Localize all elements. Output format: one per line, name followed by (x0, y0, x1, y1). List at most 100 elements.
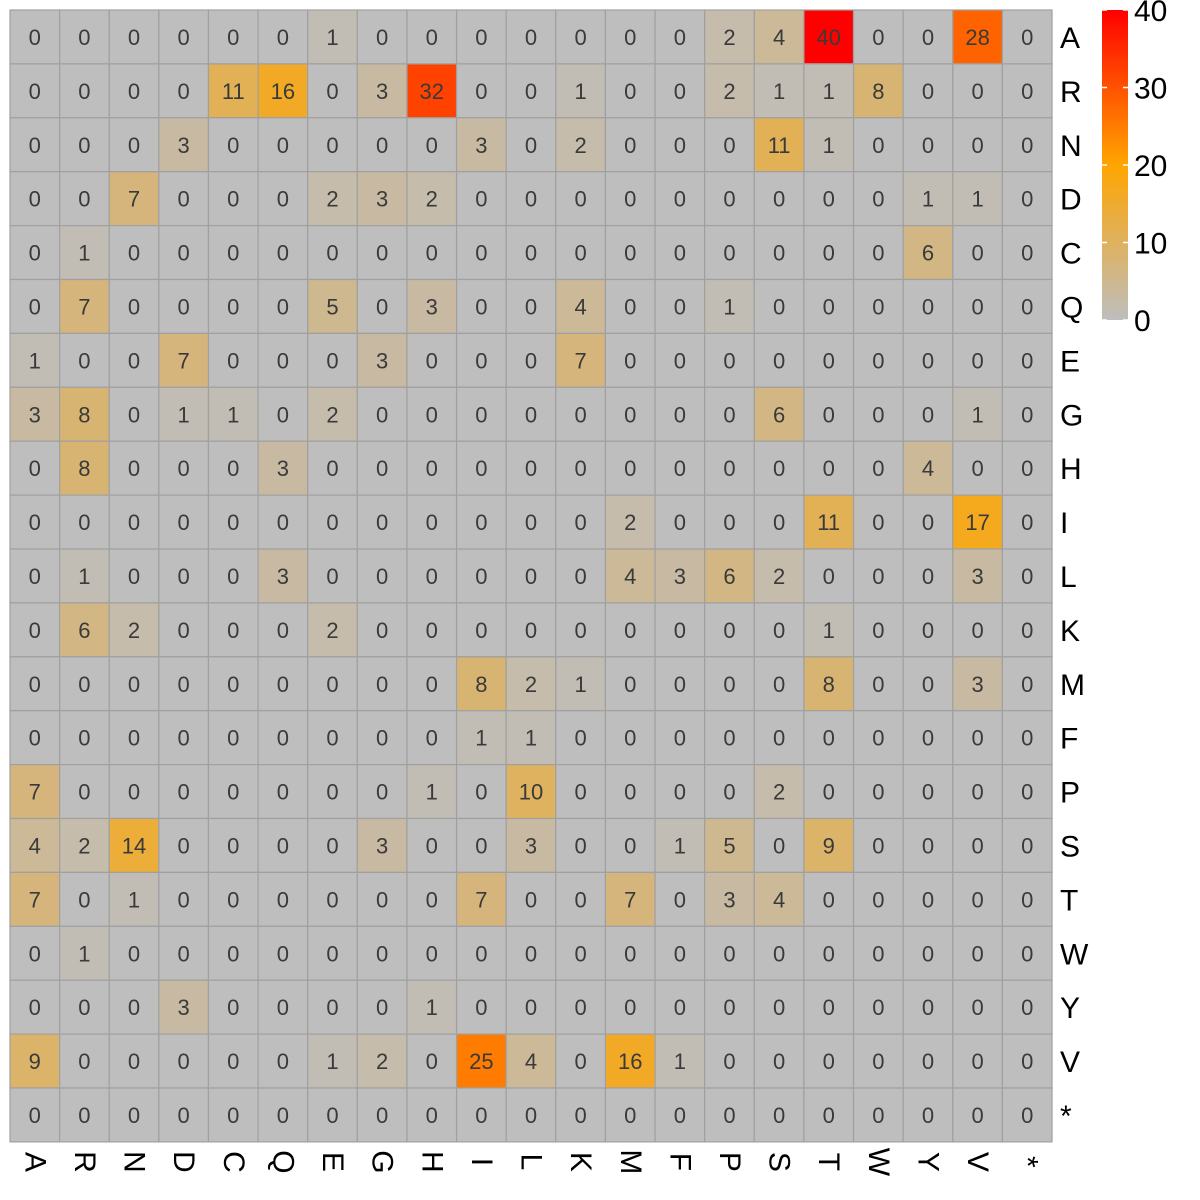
cell-value-label: 0 (277, 833, 289, 858)
cell-value-label: 0 (823, 726, 835, 751)
heatmap-cell (654, 171, 706, 227)
cell-value-label: 0 (227, 1103, 239, 1128)
heatmap-cell (852, 1033, 904, 1089)
cell-value-label: 0 (78, 133, 90, 158)
cell-value-label: 0 (376, 995, 388, 1020)
heatmap-cell (406, 871, 458, 927)
cell-value-label: 0 (277, 887, 289, 912)
cell-value-label: 3 (178, 133, 190, 158)
heatmap-cell (1001, 1087, 1053, 1143)
heatmap-cell (1001, 871, 1053, 927)
cell-value-label: 0 (475, 402, 487, 427)
cell-value-label: 0 (277, 780, 289, 805)
heatmap-cell (1001, 656, 1053, 712)
cell-value-label: 0 (227, 941, 239, 966)
cell-value-label: 0 (872, 402, 884, 427)
cell-value-label: 25 (469, 1049, 493, 1074)
heatmap-cell (406, 332, 458, 388)
color-legend: 0 10 20 30 40 (1102, 0, 1167, 338)
heatmap-cell (654, 278, 706, 335)
column-label: N (118, 1151, 151, 1173)
column-label: E (316, 1152, 349, 1172)
cell-value-label: 0 (872, 1103, 884, 1128)
cell-value-label: 0 (475, 456, 487, 481)
heatmap-cell (406, 710, 458, 766)
heatmap-cell (852, 171, 904, 227)
heatmap-cell (505, 225, 557, 281)
cell-value-label: 1 (178, 402, 190, 427)
cell-value-label: 0 (475, 25, 487, 50)
heatmap-cell (555, 710, 607, 766)
heatmap-cell (1001, 602, 1053, 658)
heatmap-cell (108, 979, 160, 1035)
cell-value-label: 0 (475, 780, 487, 805)
cell-value-label: 0 (178, 1103, 190, 1128)
heatmap-cell (9, 602, 61, 658)
heatmap-cell (406, 979, 458, 1035)
heatmap-cell (158, 548, 210, 604)
cell-value-label: 0 (376, 456, 388, 481)
cell-value-label: 3 (277, 564, 289, 589)
cell-value-label: 0 (29, 187, 41, 212)
cell-value-label: 0 (227, 187, 239, 212)
cell-value-label: 0 (426, 726, 438, 751)
cell-value-label: 0 (773, 618, 785, 643)
cell-value-label: 2 (128, 618, 140, 643)
cell-value-label: 0 (575, 564, 587, 589)
cell-value-label: 1 (326, 25, 338, 50)
cell-value-label: 0 (525, 294, 537, 319)
heatmap-cell (207, 386, 259, 442)
cell-value-label: 0 (872, 672, 884, 697)
cell-value-label: 11 (222, 79, 245, 104)
cell-value-label: 0 (178, 780, 190, 805)
heatmap-cell (406, 1033, 458, 1089)
cell-value-label: 0 (376, 618, 388, 643)
heatmap-cell (803, 332, 855, 388)
heatmap-cell (852, 710, 904, 766)
cell-value-label: 0 (29, 1103, 41, 1128)
heatmap-cell (9, 386, 61, 442)
heatmap-cell (852, 9, 904, 65)
cell-value-label: 0 (475, 187, 487, 212)
cell-value-label: 0 (1021, 294, 1033, 319)
heatmap-cell (207, 602, 259, 658)
cell-value-label: 17 (965, 510, 989, 535)
cell-value-label: 0 (29, 672, 41, 697)
cell-value-label: 0 (78, 79, 90, 104)
row-label: D (1060, 184, 1082, 217)
cell-value-label: 0 (624, 402, 636, 427)
cell-value-label: 0 (723, 510, 735, 535)
heatmap-cell (952, 656, 1004, 712)
cell-value-label: 0 (624, 348, 636, 373)
column-label: Y (911, 1152, 944, 1172)
cell-value-label: 0 (823, 780, 835, 805)
heatmap-cell (356, 440, 408, 496)
cell-value-label: 1 (475, 726, 487, 751)
heatmap-cell (902, 225, 954, 281)
heatmap-cell (952, 1087, 1004, 1143)
heatmap-cell (803, 117, 855, 173)
cell-value-label: 0 (227, 510, 239, 535)
cell-value-label: 0 (128, 402, 140, 427)
heatmap-cell (9, 817, 61, 874)
heatmap-cell (158, 225, 210, 281)
heatmap-cell (9, 9, 61, 65)
cell-value-label: 0 (227, 25, 239, 50)
heatmap-cell (604, 656, 656, 712)
heatmap-cell (704, 710, 755, 766)
heatmap-cell (1001, 332, 1053, 388)
column-label: Q (266, 1150, 299, 1173)
row-label: K (1060, 615, 1080, 648)
cell-value-label: 0 (872, 294, 884, 319)
cell-value-label: 0 (575, 510, 587, 535)
cell-value-label: 0 (624, 456, 636, 481)
cell-value-label: 0 (29, 941, 41, 966)
heatmap-cell (852, 817, 904, 874)
heatmap-cell (455, 9, 507, 65)
cell-value-label: 0 (872, 564, 884, 589)
cell-value-label: 0 (426, 402, 438, 427)
cell-value-label: 0 (376, 564, 388, 589)
cell-value-label: 0 (971, 833, 983, 858)
cell-value-label: 2 (326, 618, 338, 643)
cell-value-label: 0 (128, 726, 140, 751)
